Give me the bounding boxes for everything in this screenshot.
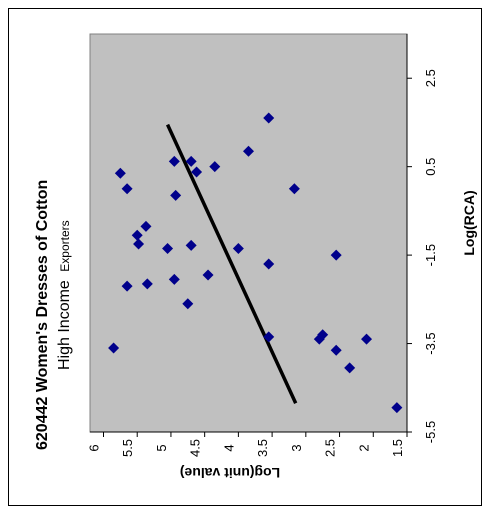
data-point	[140, 220, 152, 232]
y-tick-label: 1.5	[390, 439, 405, 457]
y-tick-label: 3	[289, 444, 304, 451]
data-point	[330, 249, 342, 261]
chart-subtitle: High Income Exporters	[56, 220, 73, 370]
data-point	[185, 239, 197, 251]
y-axis: 6 5.5 5 4.5 4 3.5 3 2.5 2 1.5	[86, 431, 408, 457]
data-point	[263, 112, 275, 124]
subtitle-group: High Income Exporters	[56, 220, 73, 370]
x-tick-label: -5.5	[423, 421, 438, 443]
y-tick-label: 3.5	[255, 439, 270, 457]
y-axis-title: Log(unit value)	[180, 465, 280, 481]
points-layer	[108, 112, 403, 414]
data-point	[131, 229, 143, 241]
data-point	[330, 344, 342, 356]
x-axis-title-group: Log(RCA)	[461, 190, 477, 255]
y-tick-label: 5	[154, 444, 169, 451]
data-point	[185, 155, 197, 167]
plot-area	[89, 33, 408, 433]
data-point	[391, 402, 403, 414]
data-point	[209, 161, 221, 173]
data-point	[108, 342, 120, 354]
data-point	[121, 280, 133, 292]
data-point	[170, 189, 182, 201]
y-tick-label: 6	[86, 444, 101, 451]
data-point	[133, 238, 145, 250]
data-point	[121, 183, 133, 195]
x-axis: -5.5 -3.5 -1.5 0.5 2.5	[406, 34, 438, 443]
y-tick-label: 2	[356, 444, 371, 451]
data-point	[162, 242, 174, 254]
x-tick-label: 0.5	[423, 158, 438, 176]
subtitle-suffix: Exporters	[58, 220, 72, 271]
data-point	[141, 278, 153, 290]
data-point	[344, 362, 356, 374]
data-point	[313, 333, 325, 345]
data-point	[263, 331, 275, 343]
x-tick-label: 2.5	[423, 69, 438, 87]
x-tick-label: -3.5	[423, 332, 438, 354]
data-point	[232, 242, 244, 254]
y-tick-label: 2.5	[323, 439, 338, 457]
y-tick-label: 5.5	[120, 439, 135, 457]
data-point	[168, 155, 180, 167]
trend-line	[165, 123, 298, 404]
y-tick-label: 4	[221, 444, 236, 451]
data-point	[202, 269, 214, 281]
title-group: 620442 Women's Dresses of Cotton	[34, 180, 51, 450]
data-point	[288, 183, 300, 195]
data-point	[182, 298, 194, 310]
trend-layer	[165, 123, 298, 404]
data-point	[168, 273, 180, 285]
data-point	[361, 333, 373, 345]
subtitle-main: High Income	[56, 280, 73, 370]
x-tick-label: -1.5	[423, 244, 438, 266]
x-axis-title: Log(RCA)	[461, 190, 477, 255]
data-point	[114, 167, 126, 179]
plot-group: -5.5 -3.5 -1.5 0.5 2.5 6 5.5 5 4.5 4 3.5 3 2.5 2 1.5	[86, 33, 438, 457]
data-point	[263, 258, 275, 270]
data-point	[243, 145, 254, 157]
y-axis-title-group: Log(unit value)	[180, 465, 280, 481]
y-tick-label: 4.5	[188, 439, 203, 457]
data-point	[191, 166, 203, 178]
chart-title: 620442 Women's Dresses of Cotton	[34, 180, 51, 450]
